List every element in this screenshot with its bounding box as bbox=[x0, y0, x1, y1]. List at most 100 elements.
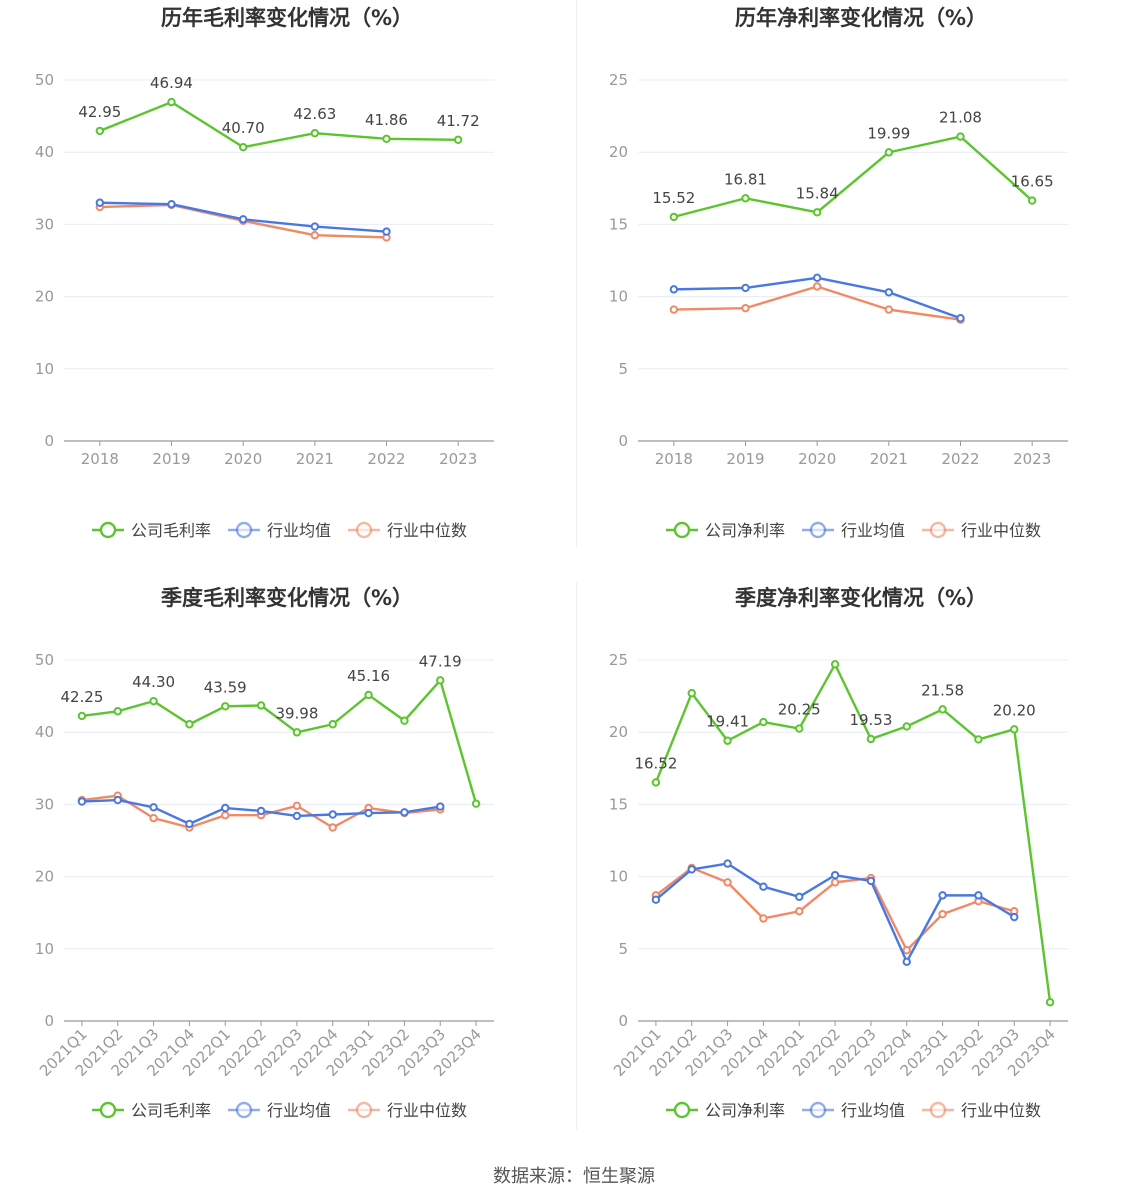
data-point-median bbox=[723, 878, 732, 887]
data-label: 43.59 bbox=[204, 678, 247, 696]
data-point-avg bbox=[956, 314, 965, 323]
chart-quarterly-net-margin: 季度净利率变化情况（%） 0 5 10 15 20 25 2021Q1 2021Q2 2021Q3… bbox=[574, 580, 1148, 1160]
data-point-avg bbox=[902, 957, 911, 966]
legend-label-avg: 行业均值 bbox=[841, 1101, 905, 1120]
data-point-avg bbox=[400, 808, 409, 817]
legend-label-avg: 行业均值 bbox=[267, 1101, 331, 1120]
x-tick-label: 2018 bbox=[81, 450, 119, 468]
series-line-company bbox=[673, 135, 1033, 219]
data-point-company bbox=[382, 134, 391, 143]
data-point-median bbox=[759, 914, 768, 923]
data-point-company bbox=[1010, 725, 1019, 734]
data-point-company bbox=[436, 676, 445, 685]
data-label: 40.70 bbox=[222, 119, 265, 137]
data-point-company bbox=[974, 735, 983, 744]
legend-marker-company bbox=[99, 1101, 117, 1119]
data-label: 15.52 bbox=[652, 189, 695, 207]
data-point-company bbox=[866, 734, 876, 744]
chart-title: 历年毛利率变化情况（%） bbox=[161, 6, 413, 30]
data-point-avg bbox=[167, 199, 176, 209]
x-tick-label: 2021 bbox=[296, 450, 334, 468]
data-point-company bbox=[1027, 196, 1037, 205]
data-point-avg bbox=[723, 859, 732, 868]
data-point-median bbox=[902, 946, 911, 955]
y-tick-label: 0 bbox=[618, 1012, 628, 1030]
data-label: 19.99 bbox=[867, 124, 910, 142]
chart-annual-gross-margin: 历年毛利率变化情况（%） 0 10 20 30 40 50 2018 2019 2020 2021 2… bbox=[0, 0, 574, 580]
data-point-avg bbox=[812, 273, 822, 283]
chart-title: 季度毛利率变化情况（%） bbox=[161, 586, 413, 610]
legend-label-avg: 行业均值 bbox=[841, 521, 905, 540]
data-point-avg bbox=[310, 222, 320, 231]
data-point-avg bbox=[256, 806, 266, 816]
data-point-avg bbox=[974, 891, 983, 900]
legend-label-company: 公司净利率 bbox=[705, 1101, 785, 1120]
y-tick-label: 25 bbox=[609, 71, 628, 89]
data-point-company bbox=[651, 778, 661, 787]
data-label: 16.52 bbox=[634, 754, 677, 772]
data-point-company bbox=[221, 702, 230, 711]
data-point-avg bbox=[113, 795, 122, 805]
legend-marker-median bbox=[929, 521, 947, 539]
data-point-company bbox=[902, 722, 911, 731]
x-tick-label: 2022 bbox=[367, 450, 405, 468]
data-point-median bbox=[884, 305, 894, 314]
y-tick-label: 10 bbox=[35, 940, 54, 958]
series-line-company bbox=[99, 100, 459, 149]
data-label: 44.30 bbox=[132, 673, 175, 691]
data-point-company bbox=[364, 690, 373, 700]
data-point-median bbox=[812, 282, 822, 291]
series-line-company bbox=[654, 663, 1052, 1003]
y-tick-label: 20 bbox=[35, 868, 54, 886]
legend-label-median: 行业中位数 bbox=[961, 1101, 1041, 1120]
x-tick-label: 2021 bbox=[870, 450, 908, 468]
y-tick-label: 40 bbox=[35, 723, 54, 741]
y-tick-label: 10 bbox=[35, 360, 54, 378]
data-label: 47.19 bbox=[419, 652, 462, 670]
y-tick-label: 20 bbox=[609, 143, 628, 161]
data-point-avg bbox=[221, 803, 230, 813]
data-point-avg bbox=[741, 283, 750, 293]
data-label: 41.72 bbox=[437, 112, 480, 130]
legend-marker-avg bbox=[235, 521, 253, 539]
x-tick-label: 2019 bbox=[152, 450, 190, 468]
data-point-company bbox=[167, 97, 176, 107]
data-label: 42.25 bbox=[60, 688, 103, 706]
legend-marker-company bbox=[673, 521, 691, 539]
y-tick-label: 30 bbox=[35, 215, 54, 233]
chart-annual-net-margin: 历年净利率变化情况（%） 0 5 10 15 20 25 2018 2019 2020 2021 20… bbox=[574, 0, 1148, 580]
y-tick-label: 0 bbox=[44, 1012, 54, 1030]
data-point-company bbox=[759, 717, 768, 727]
data-label: 20.25 bbox=[778, 701, 821, 719]
data-label: 16.65 bbox=[1011, 173, 1054, 191]
y-tick-label: 15 bbox=[609, 215, 628, 233]
data-point-avg bbox=[669, 285, 679, 294]
data-point-median bbox=[149, 813, 158, 823]
data-label: 42.95 bbox=[78, 103, 121, 121]
legend-marker-avg bbox=[809, 1101, 827, 1119]
data-point-company bbox=[669, 212, 679, 222]
chart-title: 季度净利率变化情况（%） bbox=[735, 586, 987, 610]
x-tick-label: 2023 bbox=[439, 450, 477, 468]
data-point-median bbox=[328, 823, 337, 832]
data-point-company bbox=[328, 720, 337, 729]
data-point-company bbox=[471, 799, 481, 808]
data-point-avg bbox=[759, 882, 768, 891]
data-point-company bbox=[77, 711, 87, 721]
data-point-company bbox=[812, 208, 822, 217]
y-tick-label: 5 bbox=[618, 940, 628, 958]
data-label: 20.20 bbox=[993, 701, 1036, 719]
y-tick-label: 30 bbox=[35, 795, 54, 813]
data-label: 45.16 bbox=[347, 667, 390, 685]
legend-marker-median bbox=[355, 1101, 373, 1119]
y-tick-label: 50 bbox=[35, 71, 54, 89]
y-tick-label: 20 bbox=[35, 288, 54, 306]
legend-label-company: 公司净利率 bbox=[705, 521, 785, 540]
x-tick-label: 2020 bbox=[798, 450, 836, 468]
y-tick-label: 15 bbox=[609, 795, 628, 813]
data-point-company bbox=[956, 132, 965, 141]
data-point-company bbox=[938, 705, 947, 714]
data-label: 42.63 bbox=[293, 105, 336, 123]
data-point-company bbox=[256, 701, 266, 710]
x-tick-label: 2018 bbox=[655, 450, 693, 468]
